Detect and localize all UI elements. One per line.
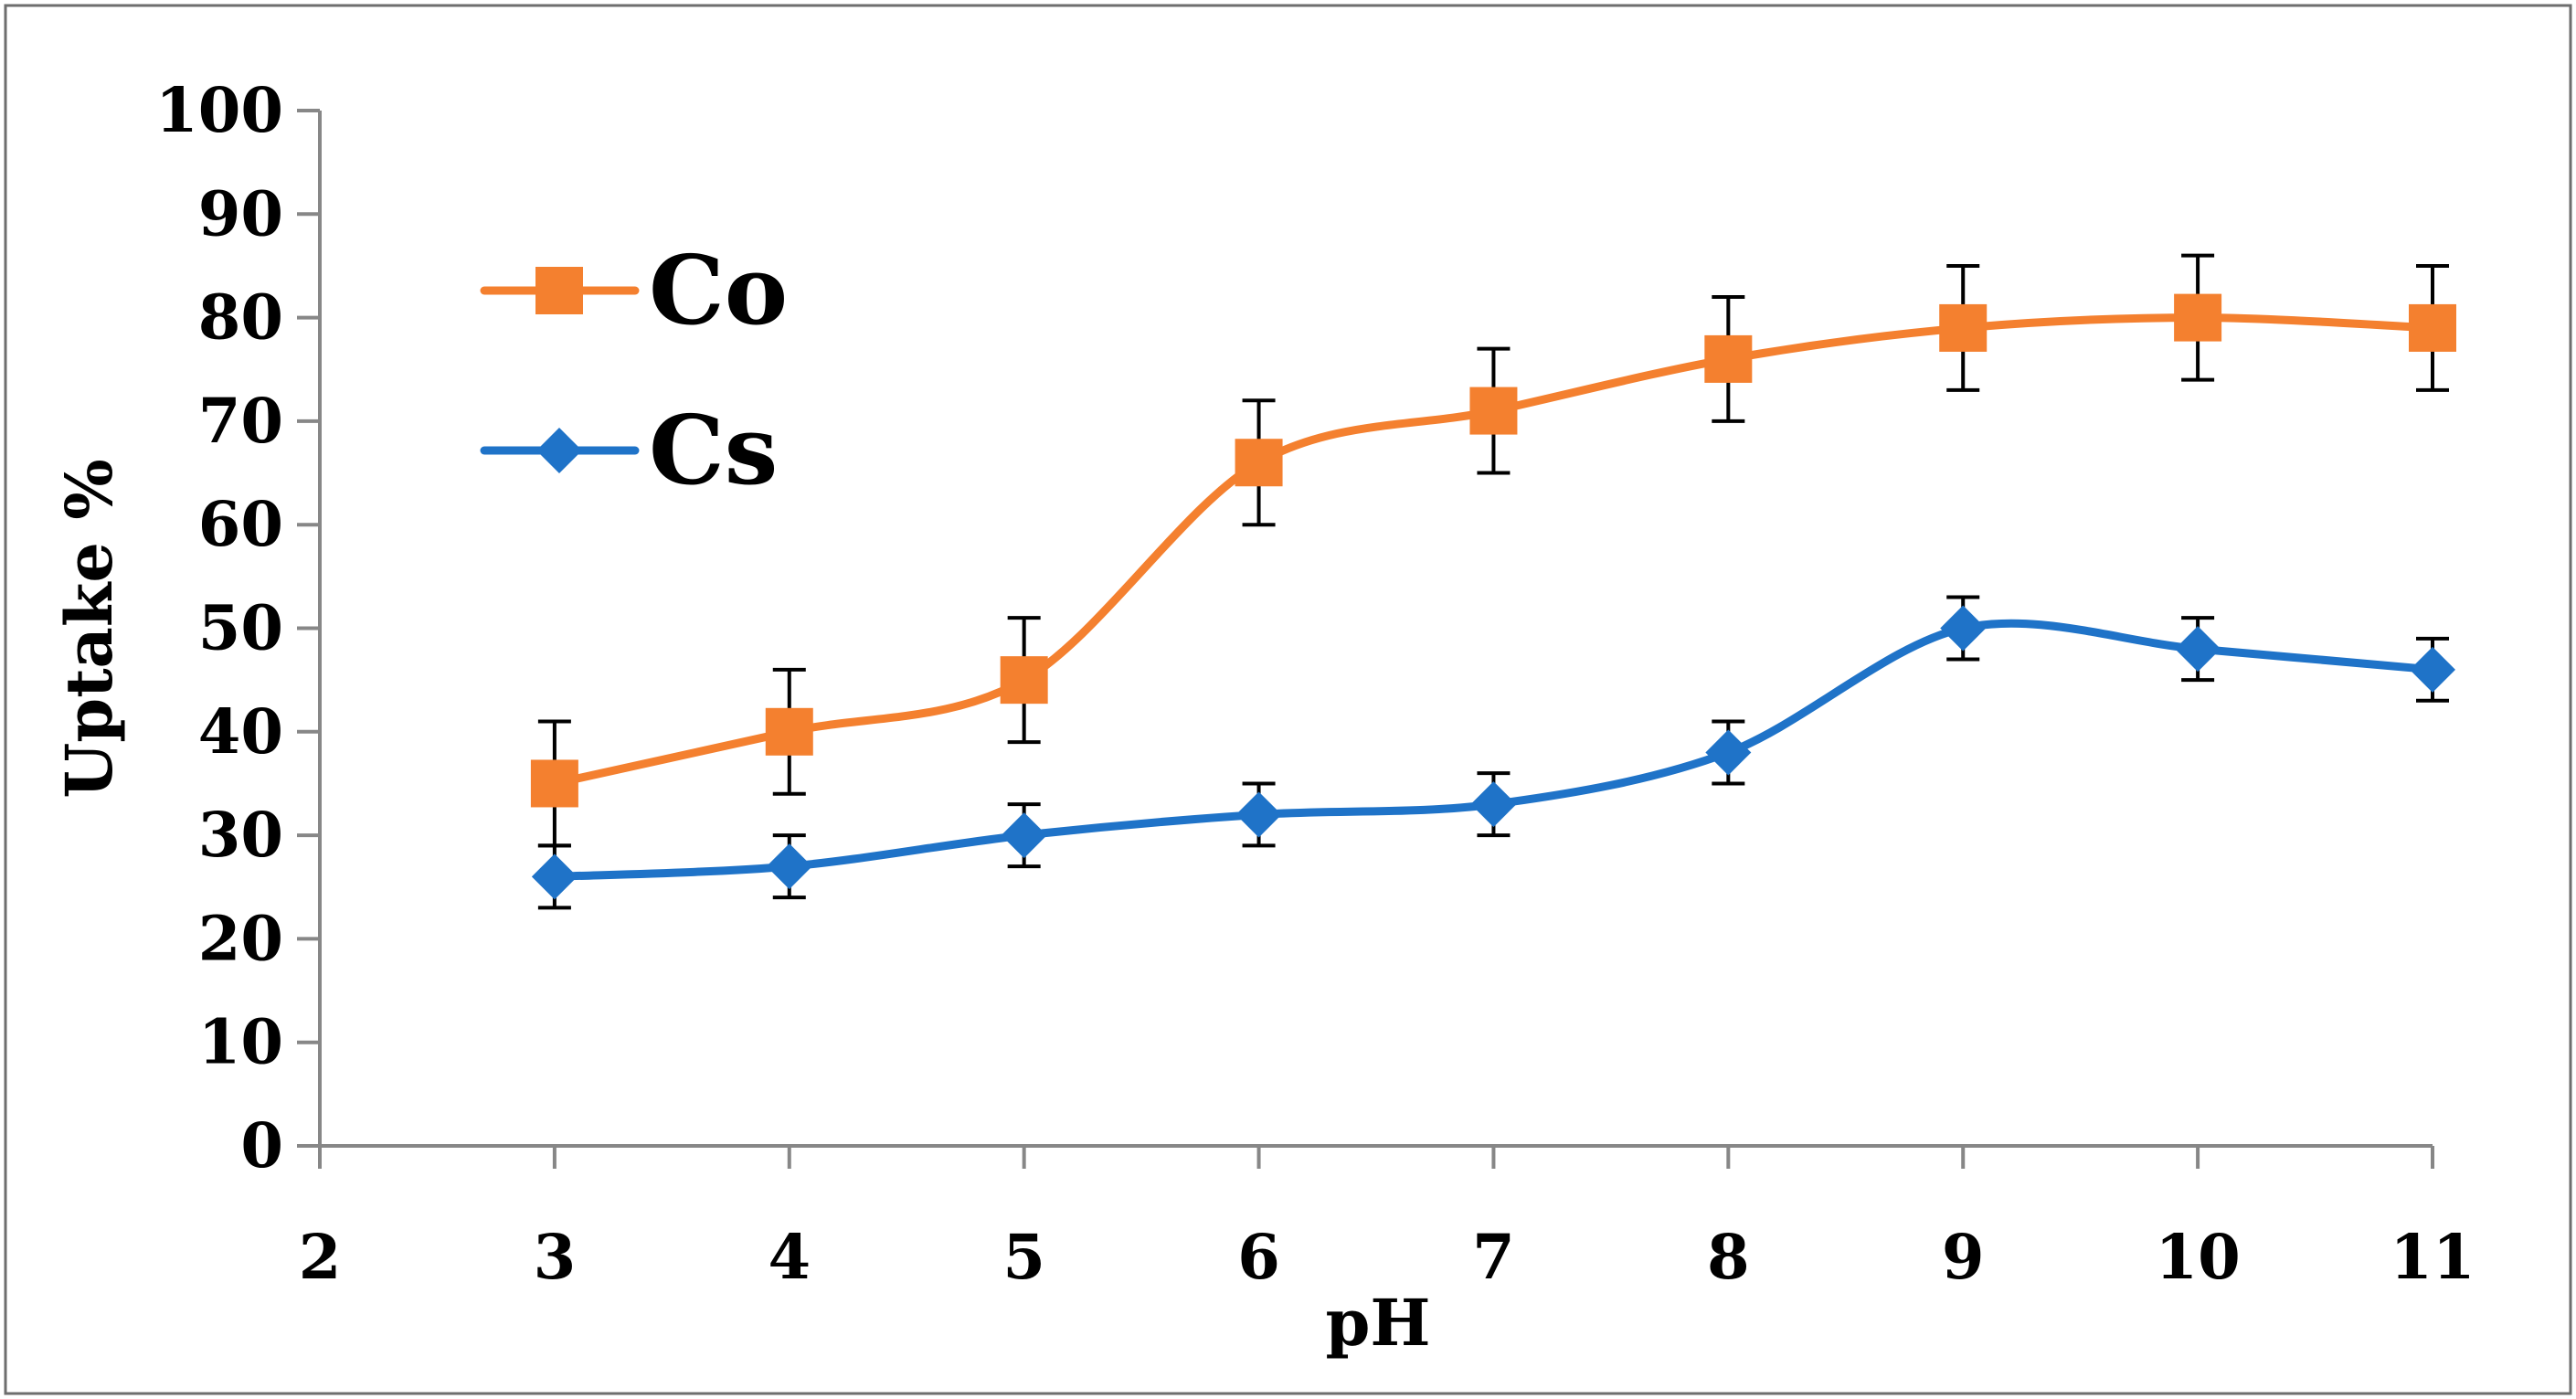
series-co [530,253,2456,848]
data-point [531,853,578,900]
data-point [2409,303,2456,352]
legend-label: Co [649,234,788,346]
y-tick-label: 90 [198,177,283,249]
legend-item-cs: Cs [480,394,778,506]
data-point [2174,293,2222,342]
y-tick-label: 40 [198,695,283,768]
y-tick-label: 20 [198,902,283,974]
x-tick-label: 4 [768,1221,811,1293]
y-tick-label: 80 [198,281,283,354]
x-axis-title: pH [1325,1285,1430,1361]
y-tick-label: 30 [198,799,283,871]
data-point [530,759,578,808]
data-point [2410,646,2455,693]
data-point [765,707,813,756]
x-tick-label: 9 [1942,1221,1985,1293]
x-tick-label: 7 [1472,1221,1515,1293]
chart-border [4,4,2572,1395]
x-tick-label: 11 [2390,1221,2475,1293]
y-axis-title: Uptake % [51,459,127,799]
x-tick-label: 5 [1002,1221,1045,1293]
x-tick-label: 3 [534,1221,577,1293]
series-cs [531,595,2455,910]
data-point [766,843,812,890]
data-point [1704,334,1753,383]
x-tick-label: 2 [299,1221,342,1293]
y-tick-label: 10 [198,1006,283,1078]
x-tick-label: 10 [2155,1221,2240,1293]
y-tick-label: 50 [198,592,283,664]
series-layer [530,253,2456,910]
y-axis-ticks: 0 10 20 30 40 50 60 70 80 90 100 [155,74,320,1182]
data-point [1705,729,1752,776]
data-point [1235,791,1282,838]
legend-item-co: Co [480,234,788,346]
y-tick-label: 0 [240,1109,283,1182]
legend-marker [535,267,583,314]
legend-marker [536,428,582,473]
y-tick-label: 70 [198,385,283,457]
legend-label: Cs [649,394,778,506]
data-point [1940,605,1987,652]
data-point [1001,812,1047,859]
data-point [1000,656,1048,705]
legend: Co Cs [480,234,788,506]
data-point [2175,626,2221,673]
y-tick-label: 100 [155,74,283,146]
x-tick-label: 8 [1707,1221,1750,1293]
data-point [1469,387,1518,435]
x-axis-ticks: 2 3 4 5 6 7 8 9 10 11 [299,1146,2475,1293]
data-point [1235,439,1283,487]
x-tick-label: 6 [1237,1221,1280,1293]
data-point [1939,303,1988,352]
data-point [1470,781,1517,828]
y-tick-label: 60 [198,488,283,560]
